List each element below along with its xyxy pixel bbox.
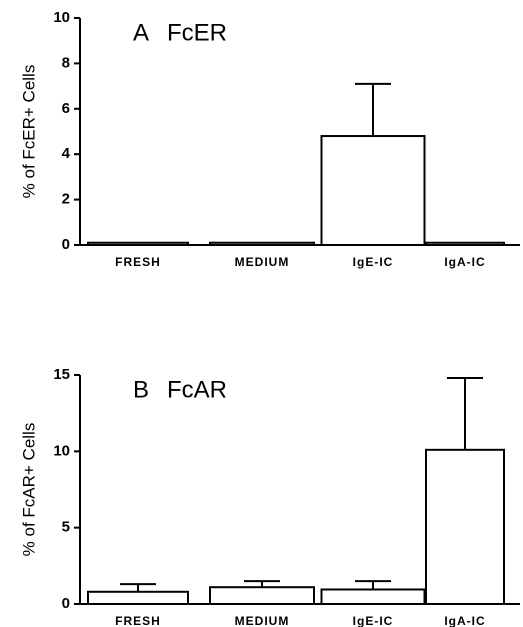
y-tick-label: 0 (62, 595, 70, 612)
bar (425, 448, 505, 605)
x-tick-label: IgA-IC (444, 614, 485, 627)
y-tick-label: 10 (53, 9, 70, 26)
x-tick-label: IgA-IC (444, 255, 485, 269)
bar (425, 241, 505, 246)
x-tick-label: MEDIUM (235, 614, 290, 627)
x-tick-label: FRESH (115, 255, 161, 269)
y-tick-label: 2 (62, 191, 70, 208)
y-tick-label: 6 (62, 100, 70, 117)
panel-label: A (133, 19, 149, 46)
y-tick-label: 5 (62, 519, 70, 536)
y-tick-label: 0 (62, 236, 70, 253)
chart-title: FcER (167, 19, 227, 46)
y-tick-label: 15 (53, 366, 70, 383)
bar (320, 588, 426, 605)
x-tick-label: MEDIUM (235, 255, 290, 269)
y-tick-label: 8 (62, 54, 70, 71)
y-axis-label: % of FcER+ Cells (19, 65, 38, 199)
x-tick-label: IgE-IC (353, 255, 394, 269)
bar (87, 241, 189, 246)
panel-label: B (133, 376, 149, 403)
y-tick-label: 10 (53, 442, 70, 459)
y-axis-label: % of FcAR+ Cells (19, 423, 38, 557)
x-tick-label: IgE-IC (353, 614, 394, 627)
chart-title: FcAR (167, 376, 227, 403)
bar (320, 135, 426, 246)
bar (87, 590, 189, 606)
y-tick-label: 4 (62, 145, 71, 162)
bar (209, 241, 315, 246)
x-tick-label: FRESH (115, 614, 161, 627)
bar (209, 586, 315, 605)
